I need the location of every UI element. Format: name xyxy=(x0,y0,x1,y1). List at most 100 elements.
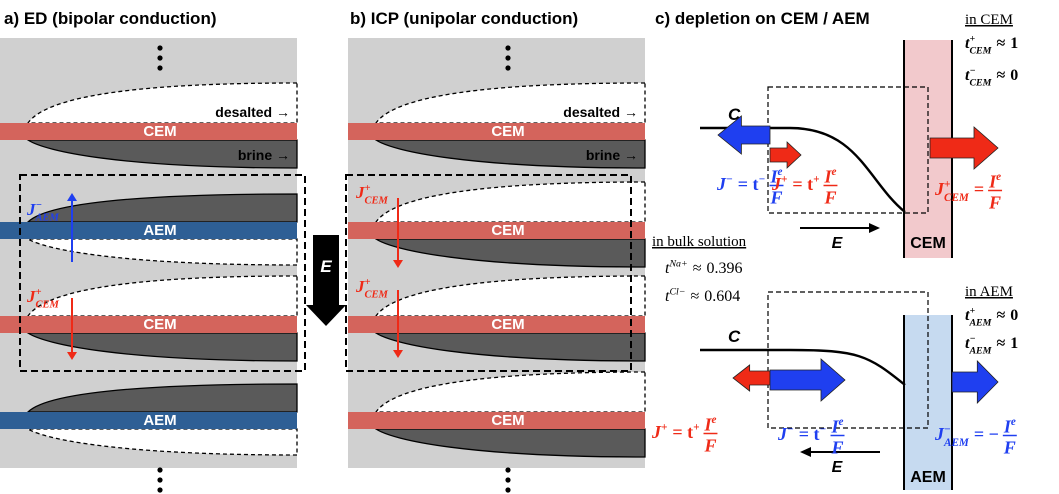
formula-part: 1 xyxy=(1010,35,1018,52)
channel xyxy=(26,383,298,413)
formula-part: J xyxy=(716,174,727,194)
formula-part: + xyxy=(365,277,371,288)
formula-part: CEM xyxy=(969,45,992,56)
channel xyxy=(373,428,646,458)
formula: J− = t− xyxy=(716,173,766,194)
channel xyxy=(25,332,298,362)
formula-part: AEM xyxy=(968,345,992,356)
flux-arrow xyxy=(929,126,999,170)
formula-part: CEM xyxy=(365,196,389,207)
denominator: F xyxy=(988,193,1001,213)
membrane xyxy=(0,222,297,239)
arrow-head xyxy=(800,447,811,457)
formula-part: − xyxy=(787,423,794,435)
formula-part: − xyxy=(820,423,827,435)
flux-arrow xyxy=(769,358,846,402)
formula: tNa+ ≈0.396 xyxy=(665,258,742,277)
arrow-head xyxy=(393,350,403,358)
concentration-profile xyxy=(700,348,906,386)
formula-part: 0.396 xyxy=(706,260,742,277)
formula-part: = t xyxy=(672,422,693,442)
ellipsis-dot xyxy=(157,55,163,61)
channel xyxy=(25,238,298,266)
formula-part: t xyxy=(965,307,970,324)
formula: tCl− ≈0.604 xyxy=(665,286,740,305)
formula-part: I xyxy=(988,171,997,191)
formula-part: I xyxy=(703,414,712,434)
denominator: F xyxy=(823,188,836,208)
channel xyxy=(373,238,646,268)
formula-part: = − xyxy=(974,424,999,444)
formula-part: e xyxy=(778,166,783,178)
membrane xyxy=(348,316,645,333)
formula-part: J xyxy=(26,287,36,306)
ellipsis-dot xyxy=(505,477,511,483)
formula-part: 0 xyxy=(1010,307,1018,324)
ellipsis-dot xyxy=(157,487,163,493)
formula-part: 0.604 xyxy=(704,288,740,305)
formula-part: AEM xyxy=(968,317,992,328)
arrow-head xyxy=(869,223,880,233)
formula-part: t xyxy=(665,288,670,305)
formula-part: + xyxy=(365,183,371,194)
ellipsis-dot xyxy=(505,487,511,493)
formula-part: − xyxy=(944,423,951,435)
formula-part: 0 xyxy=(1010,67,1018,84)
formula: J+ CEM xyxy=(355,277,389,301)
membrane-label: CEM xyxy=(491,222,524,239)
formula: J− = t− xyxy=(777,423,827,444)
depletion-zone xyxy=(767,86,929,214)
ellipsis-dot xyxy=(157,467,163,473)
concentration-label: C xyxy=(728,327,741,346)
membrane-label: AEM xyxy=(910,469,946,486)
formula-part: I xyxy=(823,166,832,186)
formula-part: I xyxy=(770,166,779,186)
channel xyxy=(374,371,646,413)
numerator: Ie xyxy=(703,414,716,435)
formula-part: Na+ xyxy=(668,258,687,269)
formula: J− AEM = − xyxy=(934,423,999,449)
formula-part: t xyxy=(965,335,970,352)
formula: J+ CEM xyxy=(26,287,60,311)
formula-part: t xyxy=(665,260,670,277)
channel xyxy=(25,428,298,456)
formula-part: + xyxy=(661,421,667,433)
formula: t+ CEM ≈1 xyxy=(965,33,1018,56)
formula-part: CEM xyxy=(944,192,970,204)
field-label: E xyxy=(320,257,332,276)
formula-part: I xyxy=(1003,416,1012,436)
formula-part: ≈ xyxy=(996,35,1005,52)
formula-part: + xyxy=(944,178,950,190)
formula-part: t xyxy=(965,35,970,52)
formula-part: + xyxy=(813,173,819,185)
formula: t− AEM ≈1 xyxy=(965,333,1018,356)
stream-label: desalted → xyxy=(563,104,638,120)
formula-part: e xyxy=(839,416,844,428)
formula-part: + xyxy=(969,33,975,44)
channel xyxy=(373,139,646,169)
flux-arrow xyxy=(717,115,771,155)
formula-part: J xyxy=(355,277,365,296)
stream-label: desalted → xyxy=(215,104,290,120)
membrane xyxy=(0,412,297,429)
channel xyxy=(374,82,646,124)
channel xyxy=(26,82,298,124)
formula-part: = t xyxy=(792,174,813,194)
formula-part: J xyxy=(355,183,365,202)
membrane-label: CEM xyxy=(910,235,946,252)
arrow-head xyxy=(67,193,77,201)
heading: in CEM xyxy=(965,12,1013,28)
stream-label: brine → xyxy=(586,147,638,163)
ellipsis-dot xyxy=(157,65,163,71)
membrane-label: AEM xyxy=(143,412,176,429)
numerator: Ie xyxy=(988,171,1001,192)
formula-part: + xyxy=(969,305,975,316)
formula-part: + xyxy=(781,173,787,185)
formula-part: CEM xyxy=(36,300,60,311)
denominator: F xyxy=(831,438,844,458)
formula-part: ≈ xyxy=(693,260,702,277)
depletion-zone xyxy=(767,291,929,429)
field-label: E xyxy=(832,235,844,252)
formula-part: e xyxy=(712,414,717,426)
ellipsis-dot xyxy=(505,65,511,71)
